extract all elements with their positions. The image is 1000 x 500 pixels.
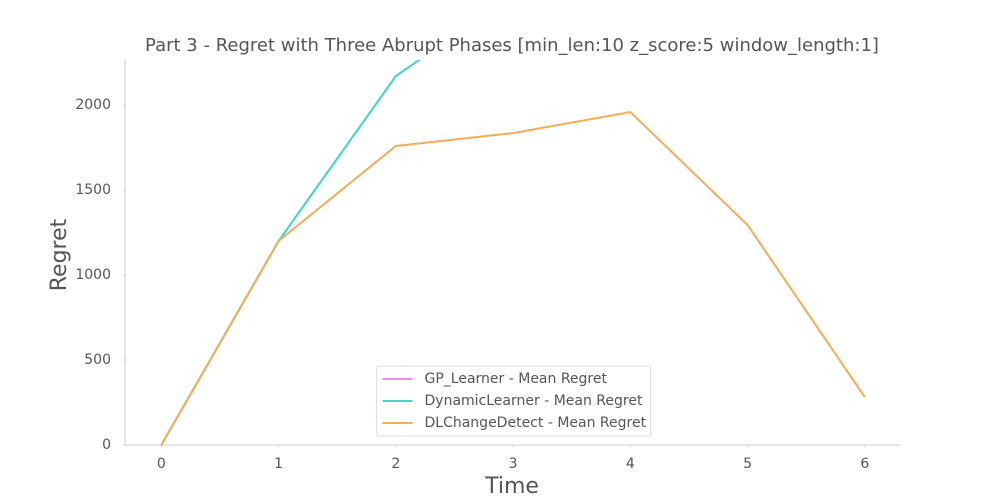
legend-label: DynamicLearner - Mean Regret: [425, 393, 643, 409]
legend-box: [376, 365, 651, 437]
y-tick-label: 0: [102, 437, 111, 453]
y-tick-label: 2000: [75, 97, 111, 113]
series-line: [160, 110, 866, 445]
y-tick-label: 1000: [75, 267, 111, 283]
x-tick-label: 4: [626, 456, 635, 472]
y-axis-label: Regret: [47, 218, 72, 291]
x-tick-label: 2: [391, 456, 400, 472]
x-tick-label: 3: [509, 456, 518, 472]
x-tick-label: 0: [157, 456, 166, 472]
legend-label: GP_Learner - Mean Regret: [425, 371, 608, 387]
chart-title: Part 3 - Regret with Three Abrupt Phases…: [145, 35, 879, 56]
plot-area: [160, 60, 866, 445]
x-tick-label: 6: [860, 456, 869, 472]
y-tick-label: 500: [84, 352, 111, 368]
legend-label: DLChangeDetect - Mean Regret: [425, 415, 647, 431]
y-tick-label: 1500: [75, 182, 111, 198]
x-axis-label: Time: [484, 474, 539, 499]
x-tick-label: 1: [274, 456, 283, 472]
x-tick-label: 5: [743, 456, 752, 472]
